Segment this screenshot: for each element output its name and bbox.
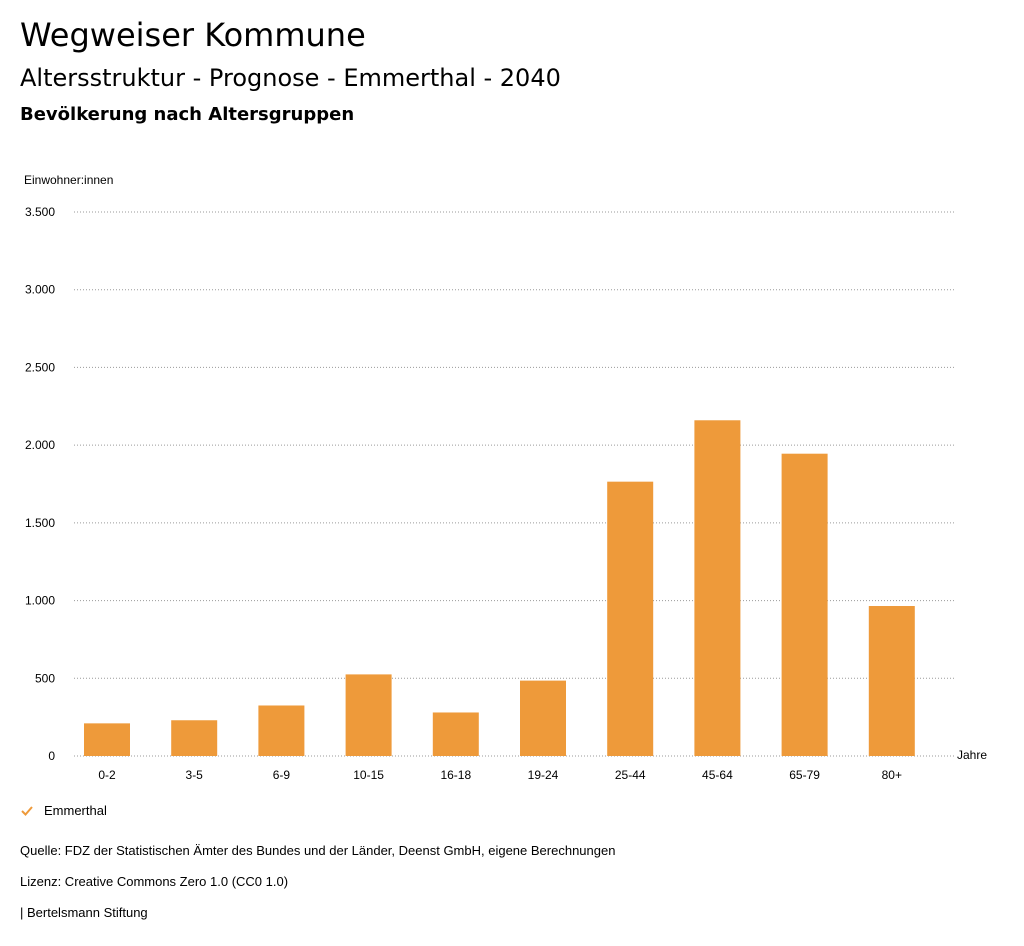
source-note: Quelle: FDZ der Statistischen Ämter des … — [20, 843, 616, 858]
y-tick-label: 3.500 — [25, 205, 55, 219]
x-tick-label: 65-79 — [789, 768, 820, 782]
x-tick-label: 16-18 — [440, 768, 471, 782]
bar-80+[interactable] — [868, 606, 915, 756]
x-tick-label: 3-5 — [186, 768, 204, 782]
bar-6-9[interactable] — [258, 705, 305, 756]
bar-45-64[interactable] — [694, 420, 741, 756]
y-tick-label: 3.000 — [25, 283, 55, 297]
y-tick-label: 2.000 — [25, 438, 55, 452]
legend-item-emmerthal[interactable]: Emmerthal — [20, 803, 107, 818]
checkmark-icon — [21, 805, 33, 816]
x-tick-label: 25-44 — [615, 768, 646, 782]
x-tick-label: 0-2 — [98, 768, 116, 782]
y-tick-label: 0 — [48, 749, 55, 763]
bar-16-18[interactable] — [432, 712, 479, 756]
bar-19-24[interactable] — [520, 680, 566, 756]
page-title: Wegweiser Kommune — [20, 16, 366, 54]
bar-65-79[interactable] — [781, 453, 828, 756]
legend-label: Emmerthal — [44, 803, 107, 818]
chart-subtitle: Altersstruktur - Prognose - Emmerthal - … — [20, 64, 561, 92]
bar-3-5[interactable] — [171, 720, 218, 756]
x-tick-label: 19-24 — [528, 768, 559, 782]
x-tick-label: 45-64 — [702, 768, 733, 782]
bar-0-2[interactable] — [84, 723, 130, 756]
x-axis-label: Jahre — [957, 748, 987, 762]
y-axis-label: Einwohner:innen — [24, 173, 113, 187]
publisher-note: | Bertelsmann Stiftung — [20, 905, 148, 920]
y-tick-label: 2.500 — [25, 360, 55, 374]
y-tick-label: 1.500 — [25, 516, 55, 530]
x-tick-label: 80+ — [882, 768, 902, 782]
chart-title: Bevölkerung nach Altersgruppen — [20, 104, 355, 125]
bar-10-15[interactable] — [345, 674, 392, 756]
x-tick-label: 6-9 — [273, 768, 291, 782]
x-tick-label: 10-15 — [353, 768, 384, 782]
license-note: Lizenz: Creative Commons Zero 1.0 (CC0 1… — [20, 874, 289, 889]
y-tick-label: 500 — [35, 671, 55, 685]
bar-chart: Einwohner:innen Jahre 0 500 1.000 1.500 2.00… — [24, 173, 987, 782]
y-tick-label: 1.000 — [25, 594, 55, 608]
bar-25-44[interactable] — [607, 481, 654, 756]
